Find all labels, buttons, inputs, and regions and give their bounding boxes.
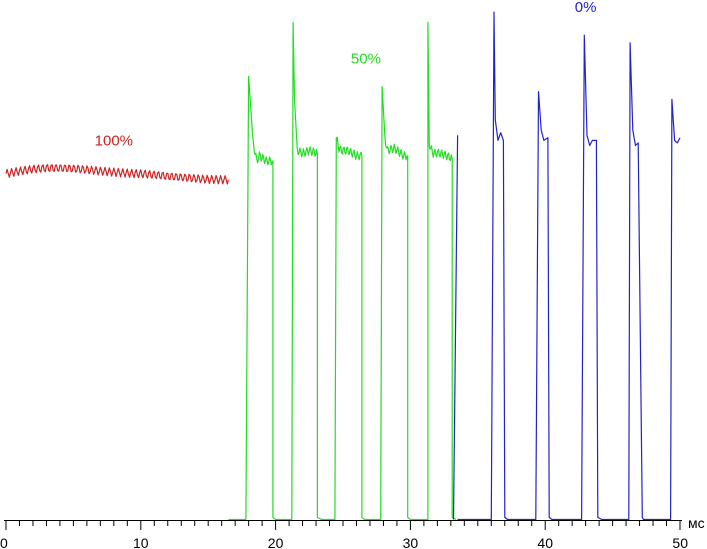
series-label-100pct: 100% bbox=[95, 133, 133, 150]
series-labels: 100% 50% 0% bbox=[95, 0, 597, 150]
series-layer bbox=[5, 11, 681, 521]
series-line-50pct bbox=[245, 21, 457, 521]
x-tick-label: 30 bbox=[403, 535, 419, 549]
series-label-50pct: 50% bbox=[351, 50, 381, 67]
x-axis-unit: мс bbox=[688, 515, 705, 531]
series-line-100pct bbox=[5, 164, 229, 185]
series-line-0pct bbox=[457, 11, 681, 521]
x-tick-label: 0 bbox=[0, 535, 8, 549]
x-tick-label: 40 bbox=[537, 535, 553, 549]
series-line-0pct bbox=[452, 135, 459, 520]
series-label-0pct: 0% bbox=[575, 0, 597, 16]
x-tick-label: 10 bbox=[133, 535, 149, 549]
x-tick-label: 20 bbox=[268, 535, 284, 549]
x-tick-label: 50 bbox=[672, 535, 688, 549]
x-axis-ticks: 0 10 20 30 40 50 bbox=[0, 520, 688, 549]
